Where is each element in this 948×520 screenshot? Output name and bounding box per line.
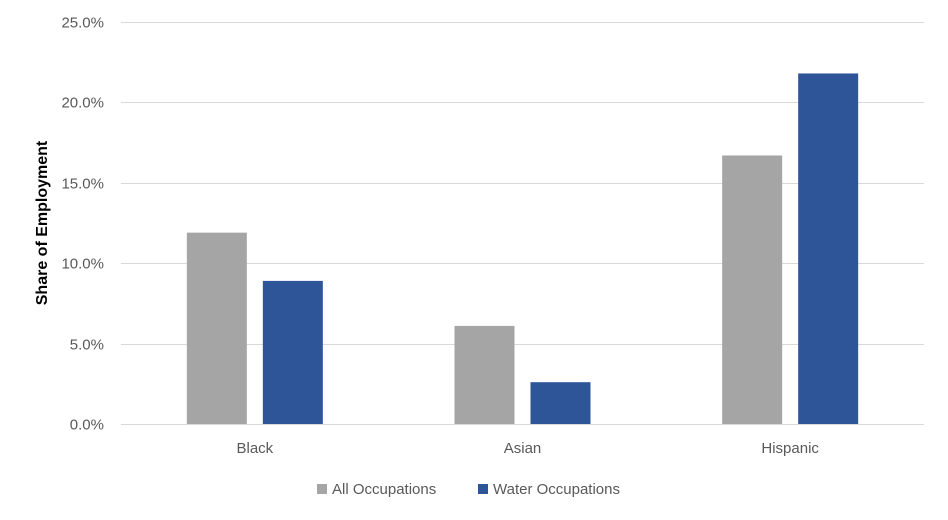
bars (186, 73, 859, 425)
legend-swatch (317, 484, 327, 494)
bar-hispanic-water-occupations (798, 73, 859, 425)
x-category-label: Black (236, 440, 273, 457)
y-tick-label: 25.0% (61, 15, 104, 32)
legend-swatch (478, 484, 488, 494)
x-category-label: Hispanic (761, 440, 819, 457)
bar-asian-all-occupations (454, 325, 515, 424)
bar-hispanic-all-occupations (722, 155, 783, 425)
bar-black-water-occupations (262, 280, 323, 424)
y-tick-label: 15.0% (61, 176, 104, 193)
legend-label: All Occupations (332, 481, 436, 498)
y-tick-label: 10.0% (61, 256, 104, 273)
legend: All Occupations Water Occupations (317, 481, 620, 498)
bar-black-all-occupations (186, 232, 247, 424)
x-axis-categories: Black Asian Hispanic (236, 440, 819, 457)
legend-label: Water Occupations (493, 481, 620, 498)
y-tick-label: 20.0% (61, 95, 104, 112)
y-axis-title: Share of Employment (34, 140, 51, 305)
bar-asian-water-occupations (530, 382, 591, 424)
y-axis-ticks: 0.0% 5.0% 10.0% 15.0% 20.0% 25.0% (61, 15, 104, 434)
y-tick-label: 5.0% (70, 337, 104, 354)
y-tick-label: 0.0% (70, 417, 104, 434)
x-category-label: Asian (504, 440, 542, 457)
gridlines (121, 22, 924, 425)
